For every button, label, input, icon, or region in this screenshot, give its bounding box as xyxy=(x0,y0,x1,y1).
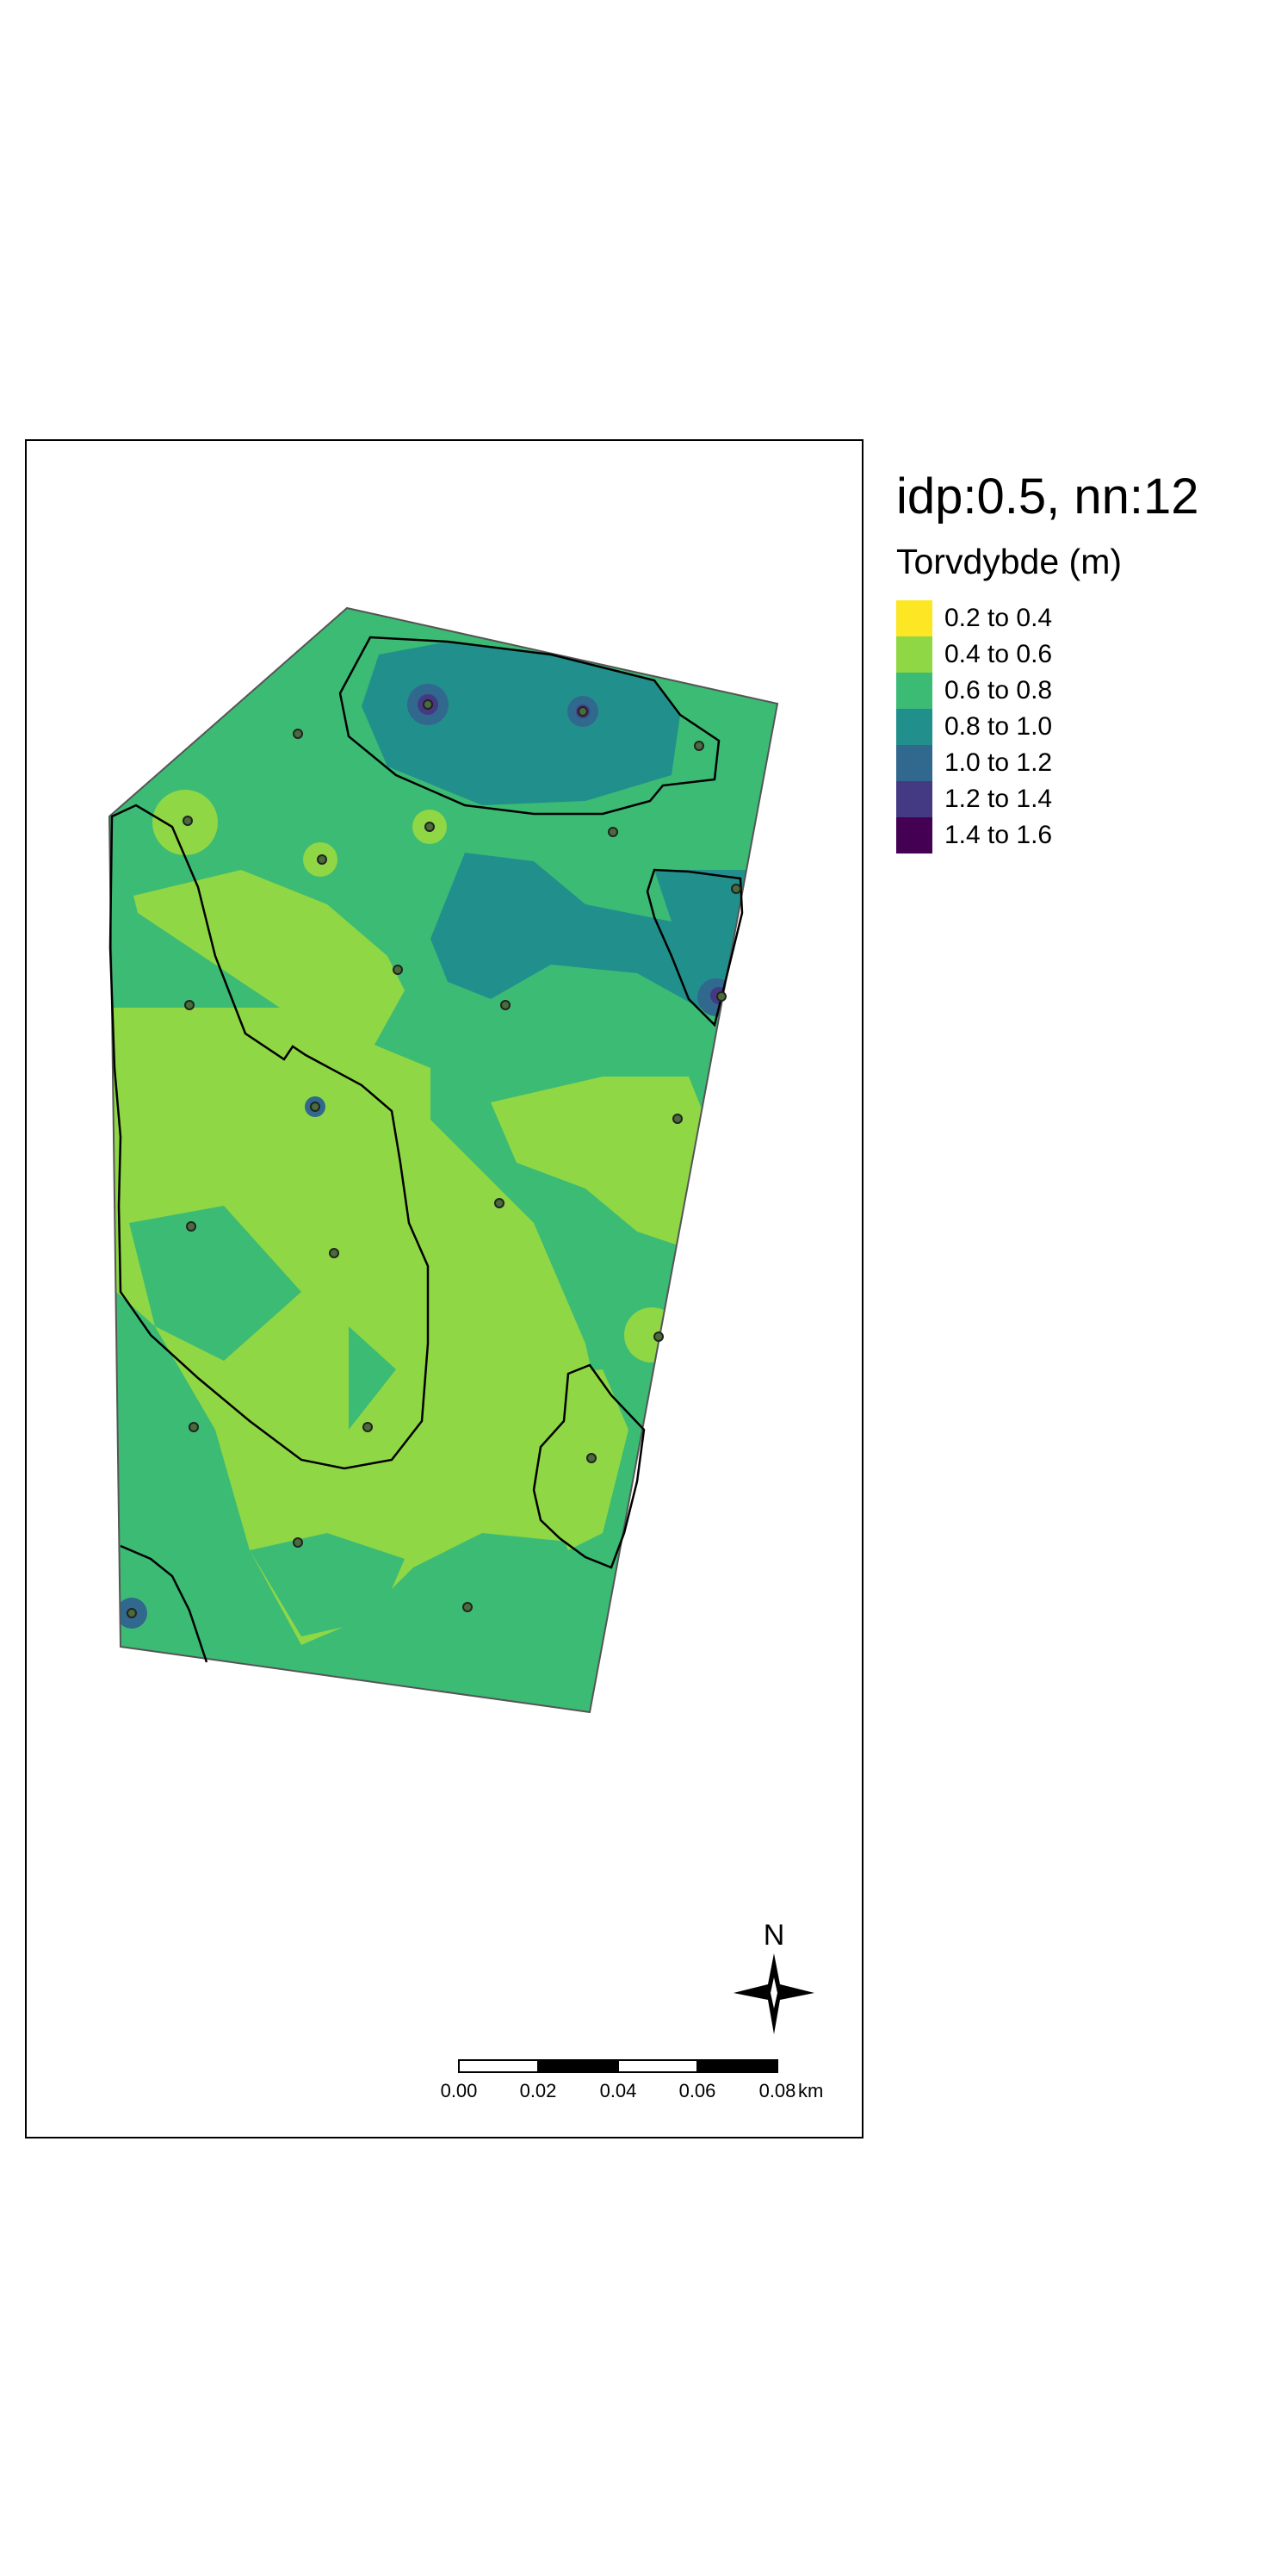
legend-swatch xyxy=(896,745,932,781)
legend-item: 1.2 to 1.4 xyxy=(896,781,1258,817)
legend-label: 1.4 to 1.6 xyxy=(944,821,1053,849)
raster-zone-deep-north xyxy=(362,642,680,805)
raster-zone-shallow-west xyxy=(109,1008,603,1645)
sample-point[interactable] xyxy=(494,1198,505,1208)
sample-point[interactable] xyxy=(317,854,327,865)
sample-point[interactable] xyxy=(462,1602,473,1612)
sample-point[interactable] xyxy=(362,1422,373,1432)
sample-point[interactable] xyxy=(310,1102,320,1112)
sample-point[interactable] xyxy=(424,822,435,832)
zone-outline-southwest[interactable] xyxy=(120,1544,208,1663)
legend-swatch xyxy=(896,781,932,817)
sample-point[interactable] xyxy=(716,991,727,1002)
sample-point[interactable] xyxy=(186,1221,196,1232)
raster-zone-wedge-a xyxy=(129,1206,301,1361)
legend-label: 1.2 to 1.4 xyxy=(944,785,1053,813)
raster-zone-deep-central xyxy=(430,853,749,1016)
zone-outline-east[interactable] xyxy=(646,868,744,1027)
sample-point[interactable] xyxy=(694,741,704,751)
scale-tick-1: 0.02 xyxy=(520,2080,557,2101)
legend-items: 0.2 to 0.4 0.4 to 0.6 0.6 to 0.8 0.8 to … xyxy=(896,600,1258,853)
legend-title: idp:0.5, nn:12 xyxy=(896,469,1199,525)
zone-outline-west[interactable] xyxy=(108,804,430,1470)
raster-zone-shallow-east xyxy=(491,1077,706,1249)
sample-point[interactable] xyxy=(184,1000,195,1010)
north-arrow: N xyxy=(734,1919,814,2034)
map-frame xyxy=(25,439,864,2138)
sample-point[interactable] xyxy=(500,1000,511,1010)
sample-point[interactable] xyxy=(423,699,433,710)
scale-tick-4: 0.08 xyxy=(759,2080,796,2101)
interpolation-raster xyxy=(109,608,777,1712)
north-arrow-star-inner xyxy=(771,1977,777,2008)
legend-swatch xyxy=(896,600,932,636)
legend-item: 1.0 to 1.2 xyxy=(896,745,1258,781)
sample-point[interactable] xyxy=(329,1248,339,1258)
sample-point[interactable] xyxy=(608,827,618,837)
scale-segment-1 xyxy=(458,2059,539,2073)
scale-tick-3: 0.06 xyxy=(679,2080,716,2101)
scale-segment-2 xyxy=(537,2059,619,2073)
legend-item: 0.2 to 0.4 xyxy=(896,600,1258,636)
zone-outlines xyxy=(108,636,744,1663)
legend-swatch xyxy=(896,636,932,673)
legend-label: 0.2 to 0.4 xyxy=(944,604,1053,632)
sample-point[interactable] xyxy=(293,729,303,739)
sample-point[interactable] xyxy=(293,1537,303,1548)
sample-point[interactable] xyxy=(672,1114,683,1124)
legend-label: 0.8 to 1.0 xyxy=(944,712,1053,741)
legend-item: 1.4 to 1.6 xyxy=(896,817,1258,853)
raster-zone-wedge-c xyxy=(250,1533,405,1636)
scale-segment-4 xyxy=(696,2059,778,2073)
scale-unit: km xyxy=(798,2080,823,2101)
legend-swatch xyxy=(896,673,932,709)
scale-tick-0: 0.00 xyxy=(441,2080,478,2101)
legend-item: 0.6 to 0.8 xyxy=(896,673,1258,709)
legend-label: 0.4 to 0.6 xyxy=(944,640,1053,668)
field-boundary[interactable] xyxy=(108,606,779,1714)
legend-label: 1.0 to 1.2 xyxy=(944,748,1053,777)
zone-outline-southeast[interactable] xyxy=(532,1363,646,1569)
sample-points xyxy=(127,699,741,1618)
legend-swatch xyxy=(896,709,932,745)
raster-zone-shallow-southeast xyxy=(534,1369,628,1550)
raster-zone-wedge-b xyxy=(349,1326,396,1430)
legend-subtitle: Torvdybde (m) xyxy=(896,542,1123,581)
scale-segment-3 xyxy=(617,2059,698,2073)
legend-item: 0.4 to 0.6 xyxy=(896,636,1258,673)
legend: idp:0.5, nn:12 Torvdybde (m) 0.2 to 0.4 … xyxy=(896,472,1258,853)
raster-zone-shallow-central xyxy=(133,870,405,1068)
sample-point[interactable] xyxy=(578,706,588,717)
scale-bar: 0.00 0.02 0.04 0.06 0.08 km xyxy=(441,2059,823,2101)
raster-blob-shallow-4 xyxy=(624,1307,679,1362)
legend-swatch xyxy=(896,817,932,853)
sample-point[interactable] xyxy=(653,1331,664,1342)
north-label: N xyxy=(764,1919,785,1952)
sample-point[interactable] xyxy=(189,1422,199,1432)
scale-tick-2: 0.04 xyxy=(600,2080,637,2101)
sample-point[interactable] xyxy=(586,1453,597,1463)
sample-point[interactable] xyxy=(393,965,403,975)
zone-outline-north[interactable] xyxy=(338,636,721,816)
sample-point[interactable] xyxy=(127,1608,137,1618)
legend-item: 0.8 to 1.0 xyxy=(896,709,1258,745)
legend-label: 0.6 to 0.8 xyxy=(944,676,1053,705)
sample-point[interactable] xyxy=(183,816,193,826)
sample-point[interactable] xyxy=(731,884,741,894)
